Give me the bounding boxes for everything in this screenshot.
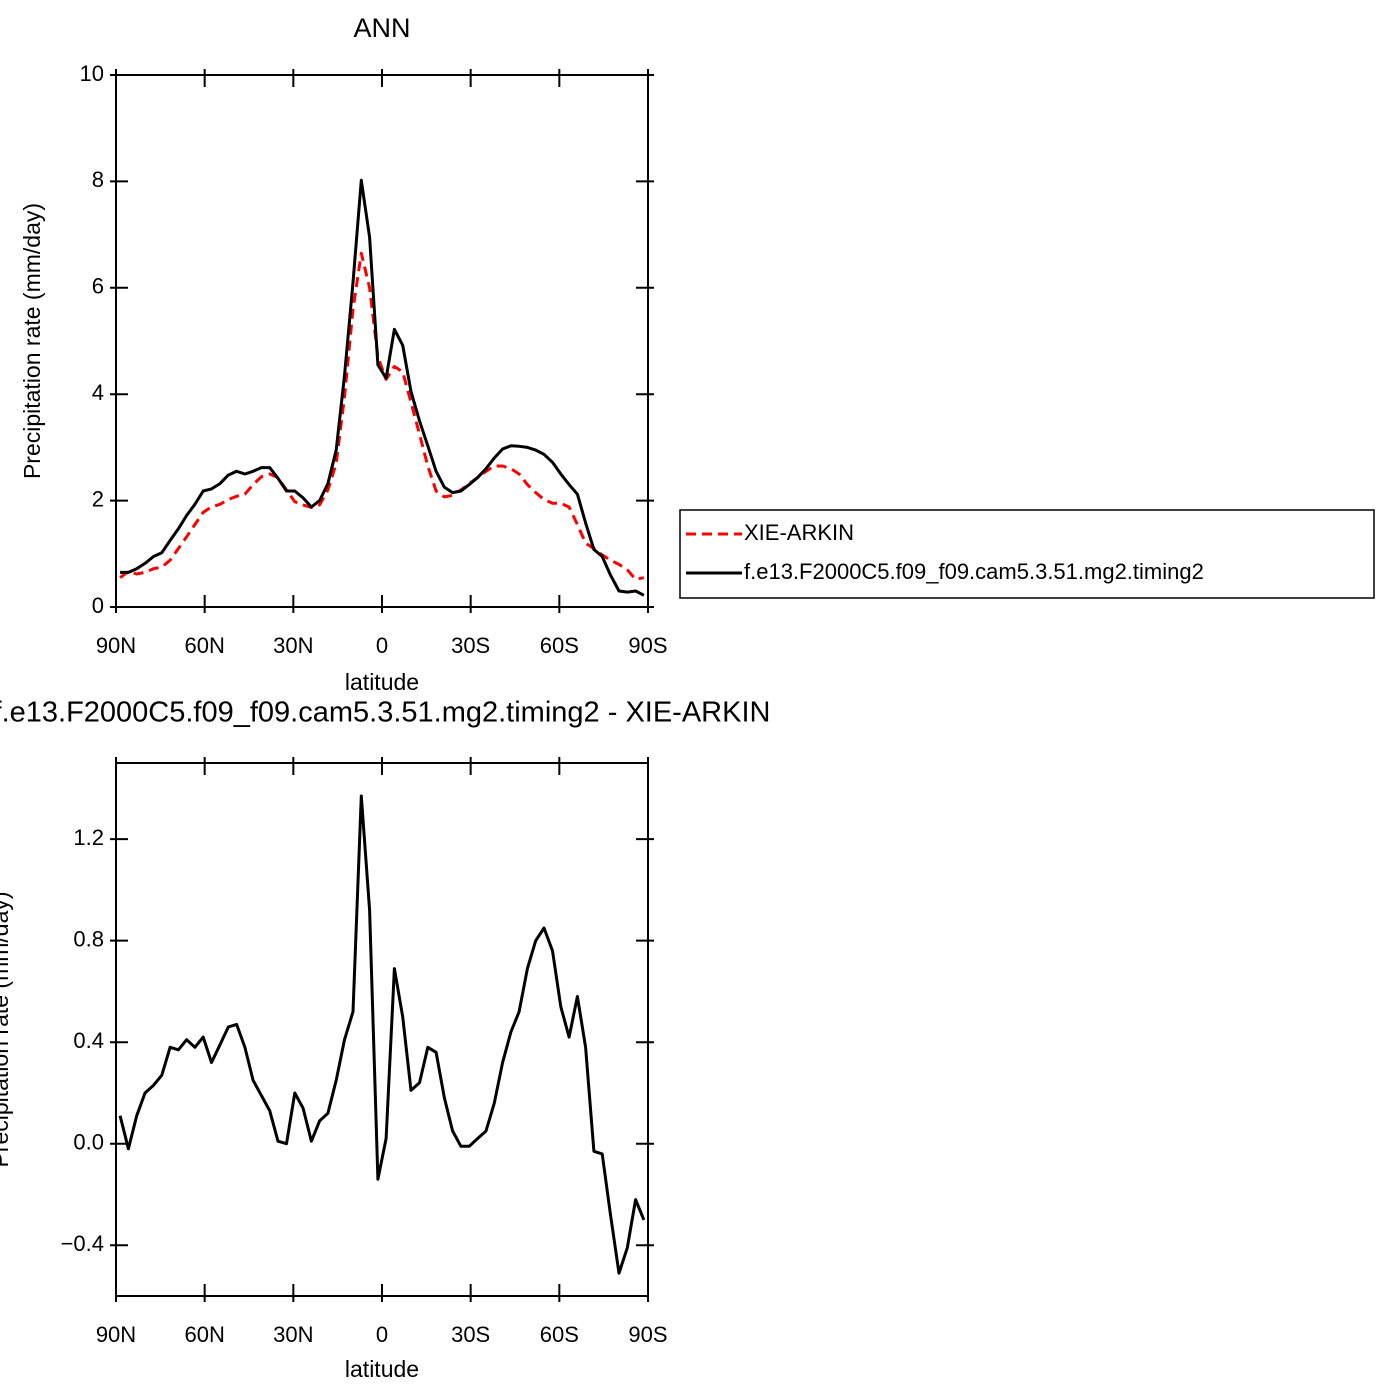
- y-axis-label: Precipitation rate (mm/day): [19, 203, 45, 479]
- legend-box: [679, 509, 1375, 599]
- x-tick-label: 90N: [96, 1322, 136, 1347]
- x-axis-label: latitude: [345, 1356, 419, 1382]
- data-line: [118, 794, 646, 1275]
- y-tick-label: 8: [92, 167, 104, 192]
- x-tick-label: 90S: [628, 633, 667, 658]
- x-tick-label: 60S: [540, 1322, 579, 1347]
- x-tick-label: 0: [376, 633, 388, 658]
- x-tick-label: 30N: [273, 633, 313, 658]
- y-axis-label: Precipitation rate (mm/day): [0, 891, 13, 1167]
- legend-label: f.e13.F2000C5.f09_f09.cam5.3.51.mg2.timi…: [744, 559, 1204, 584]
- x-tick-label: 30S: [451, 1322, 490, 1347]
- y-tick-label: 0.4: [73, 1028, 104, 1053]
- y-tick-label: 10: [80, 61, 104, 86]
- y-tick-label: 2: [92, 486, 104, 511]
- y-tick-label: 6: [92, 274, 104, 299]
- x-tick-label: 30S: [451, 633, 490, 658]
- plot-frame: [115, 74, 649, 608]
- y-tick-label: 1.2: [73, 825, 104, 850]
- x-tick-label: 60N: [184, 633, 224, 658]
- y-tick-label: 0: [92, 593, 104, 618]
- chart-title: ANN: [353, 13, 410, 43]
- y-tick-label: 0.8: [73, 926, 104, 951]
- x-tick-label: 30N: [273, 1322, 313, 1347]
- y-tick-label: 4: [92, 380, 104, 405]
- x-tick-label: 90S: [628, 1322, 667, 1347]
- data-line: [119, 251, 645, 581]
- y-tick-label: 0.0: [73, 1130, 104, 1155]
- x-tick-label: 60S: [540, 633, 579, 658]
- data-line: [120, 178, 645, 597]
- x-axis-label: latitude: [345, 669, 419, 695]
- x-tick-label: 0: [376, 1322, 388, 1347]
- legend-label: XIE-ARKIN: [744, 520, 854, 545]
- y-tick-label: −0.4: [61, 1231, 104, 1256]
- x-tick-label: 60N: [184, 1322, 224, 1347]
- chart-title: f.e13.F2000C5.f09_f09.cam5.3.51.mg2.timi…: [0, 697, 770, 729]
- x-tick-label: 90N: [96, 633, 136, 658]
